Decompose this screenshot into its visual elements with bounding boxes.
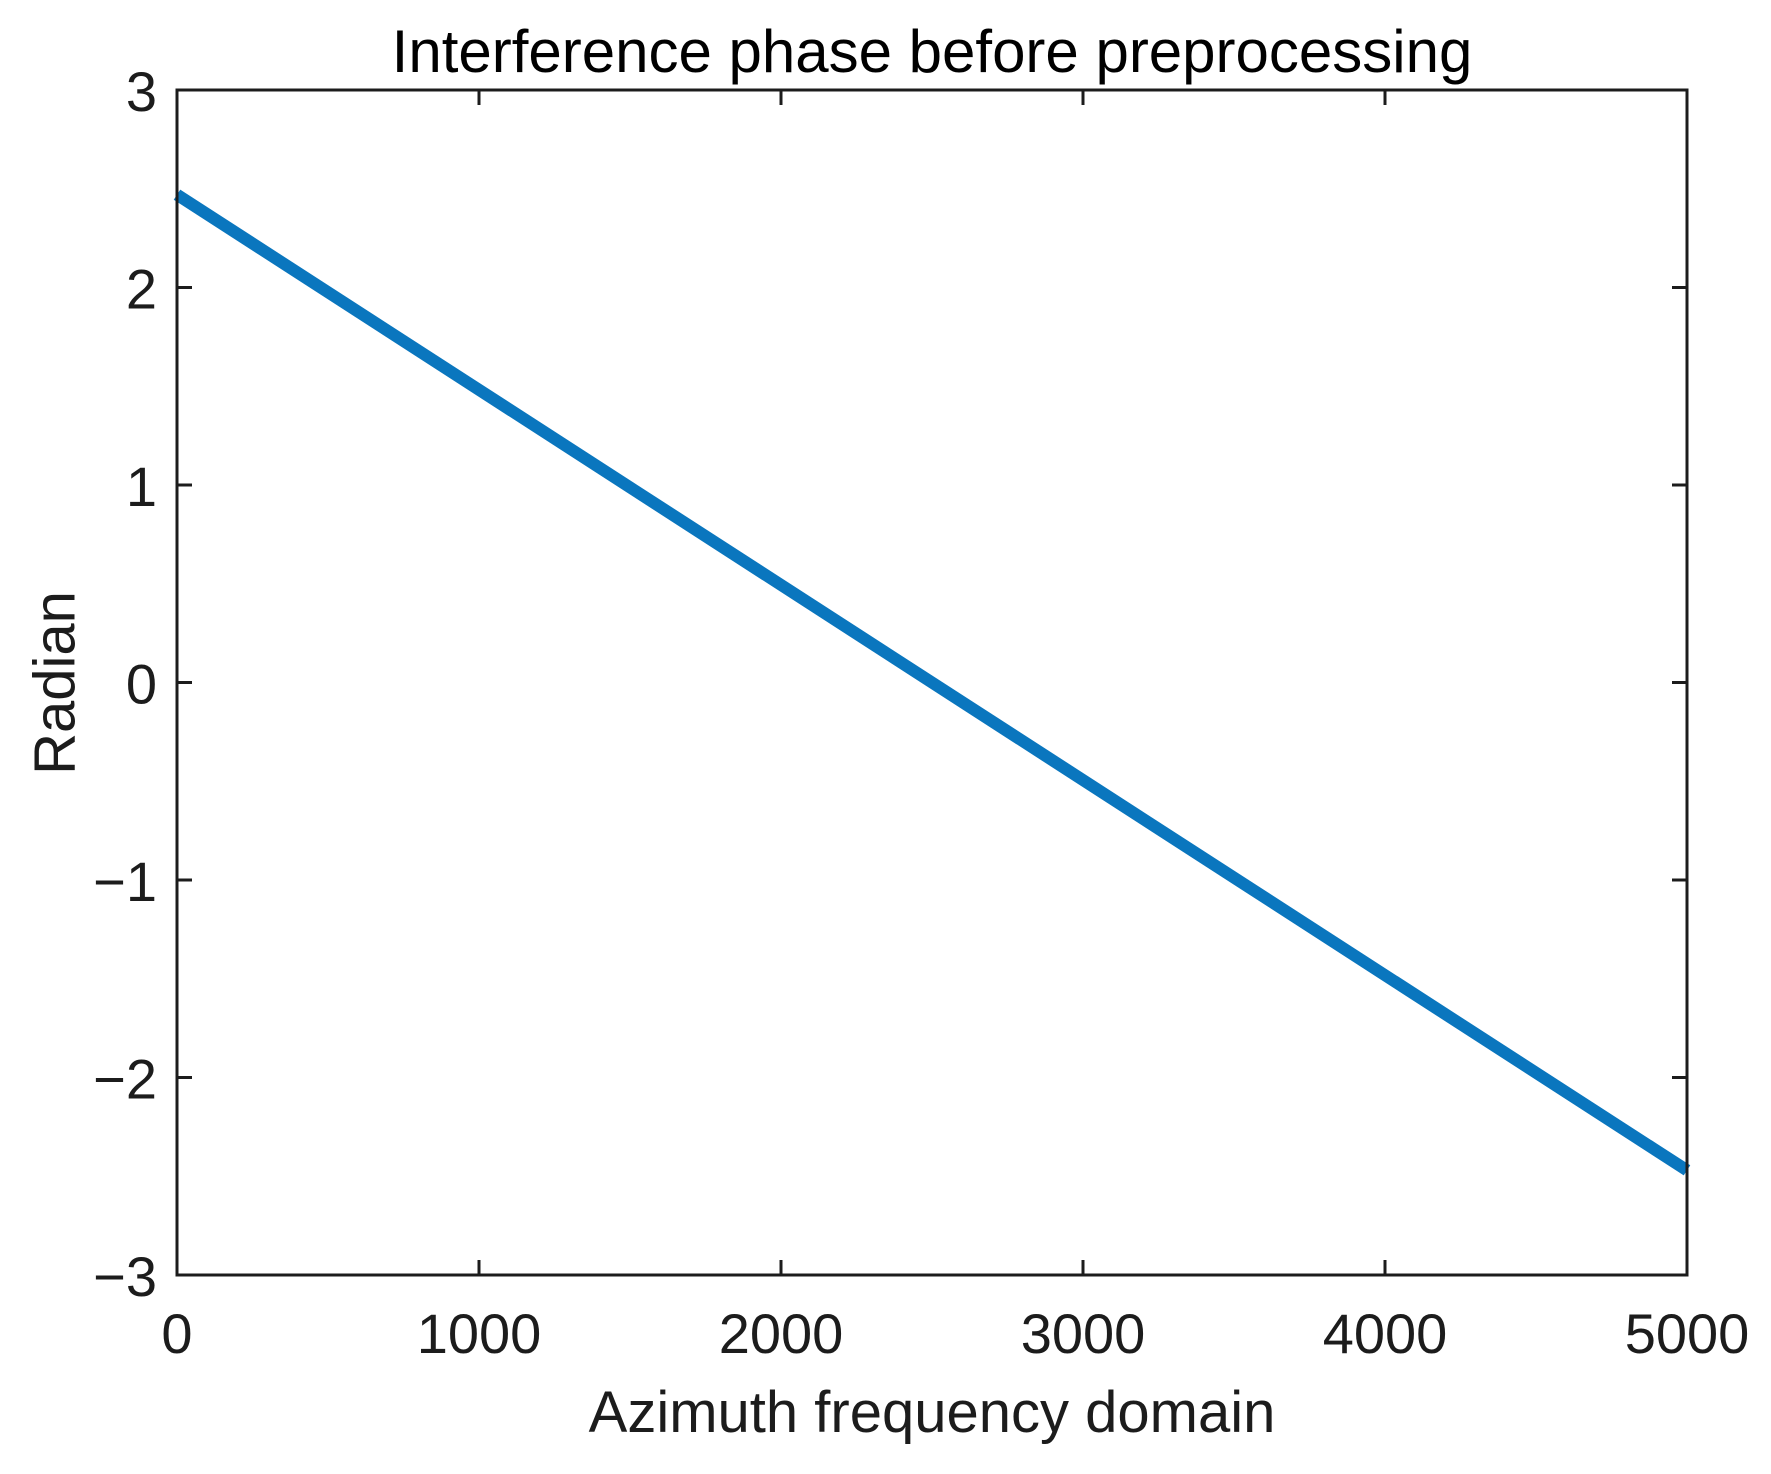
x-tick-label: 5000 [1625,1302,1750,1365]
x-tick-label: 1000 [417,1302,542,1365]
series-layer [173,189,1691,1176]
chart-title: Interference phase before preprocessing [392,18,1473,85]
y-tick-label: 2 [126,258,157,321]
x-tick-label: 3000 [1021,1302,1146,1365]
data-line-interference-phase [173,189,1691,1176]
y-tick-label: −3 [93,1245,157,1308]
y-tick-label: 3 [126,60,157,123]
x-tick-label: 0 [161,1302,192,1365]
x-tick-label: 2000 [719,1302,844,1365]
x-tick-label: 4000 [1323,1302,1448,1365]
axes-layer [175,88,1689,1277]
y-tick-label: 0 [126,653,157,716]
x-axis-label: Azimuth frequency domain [589,1380,1276,1445]
y-tick-label: −2 [93,1048,157,1111]
tick-label-layer: 0 1000 2000 3000 4000 5000 −3 −2 −1 0 1 2 3 [93,60,1749,1365]
y-tick-label: 1 [126,455,157,518]
y-tick-label: −1 [93,850,157,913]
y-axis-label: Radian [23,591,88,775]
